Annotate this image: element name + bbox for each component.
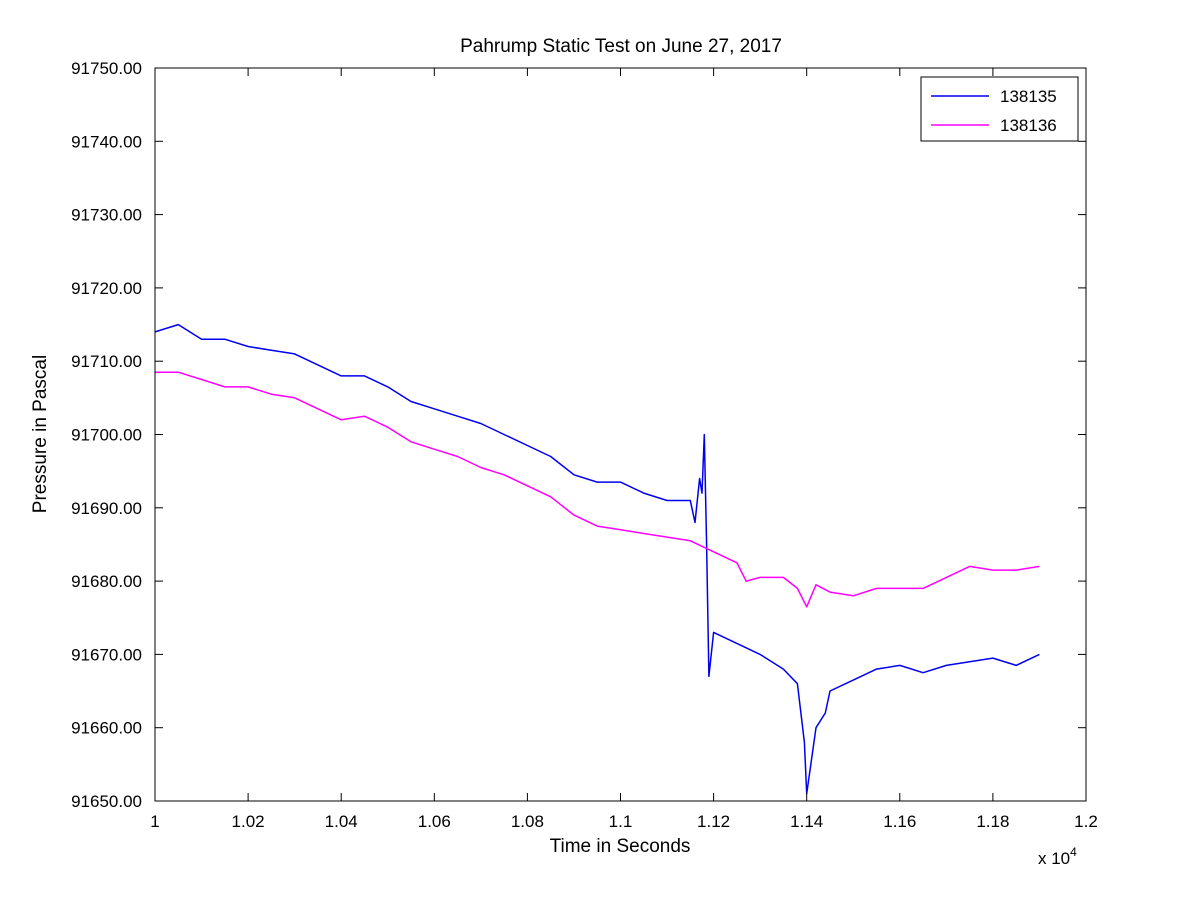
x-tick-label: 1.08 — [511, 812, 544, 831]
y-tick-label: 91710.00 — [71, 352, 142, 371]
series-layer — [154, 323, 1040, 795]
x-tick-label: 1 — [150, 812, 159, 831]
series-line-138135 — [154, 323, 1040, 795]
x-tick-label: 1.04 — [325, 812, 358, 831]
x-tick-label: 1.06 — [418, 812, 451, 831]
y-axis-label: Pressure in Pascal — [30, 355, 51, 513]
x-axis: 1 1.02 1.04 1.06 1.08 1.1 1.12 1.14 1.16 1.18 1.2 — [150, 68, 1098, 831]
y-tick-label: 91740.00 — [71, 132, 142, 151]
x-tick-label: 1.02 — [232, 812, 265, 831]
x-axis-scale-label: x 104 — [1038, 845, 1077, 868]
x-tick-label: 1.16 — [883, 812, 916, 831]
x-tick-label: 1.14 — [790, 812, 823, 831]
x-tick-label: 1.1 — [609, 812, 633, 831]
chart-title: Pahrump Static Test on June 27, 2017 — [460, 36, 782, 57]
y-tick-label: 91650.00 — [71, 792, 142, 811]
y-tick-label: 91750.00 — [71, 59, 142, 78]
x-tick-label: 1.12 — [697, 812, 730, 831]
x-axis-scale-exponent: 4 — [1070, 845, 1077, 859]
y-tick-label: 91730.00 — [71, 206, 142, 225]
y-tick-label: 91680.00 — [71, 572, 142, 591]
legend-label-138136: 138136 — [1000, 116, 1057, 135]
legend-label-138135: 138135 — [1000, 87, 1057, 106]
y-axis: 91650.00 91660.00 91670.00 91680.00 91690.00… — [71, 59, 1086, 811]
series-line-138136 — [155, 371, 1040, 608]
y-tick-label: 91720.00 — [71, 279, 142, 298]
y-tick-label: 91670.00 — [71, 645, 142, 664]
y-tick-label: 91690.00 — [71, 499, 142, 518]
y-tick-label: 91700.00 — [71, 426, 142, 445]
x-tick-label: 1.18 — [976, 812, 1009, 831]
x-axis-label: Time in Seconds — [550, 836, 691, 857]
y-tick-label: 91660.00 — [71, 719, 142, 738]
legend-box — [920, 76, 1079, 142]
x-axis-scale-base: x 10 — [1038, 849, 1070, 868]
legend: 138135 138136 — [920, 76, 1079, 142]
x-tick-label: 1.2 — [1074, 812, 1098, 831]
